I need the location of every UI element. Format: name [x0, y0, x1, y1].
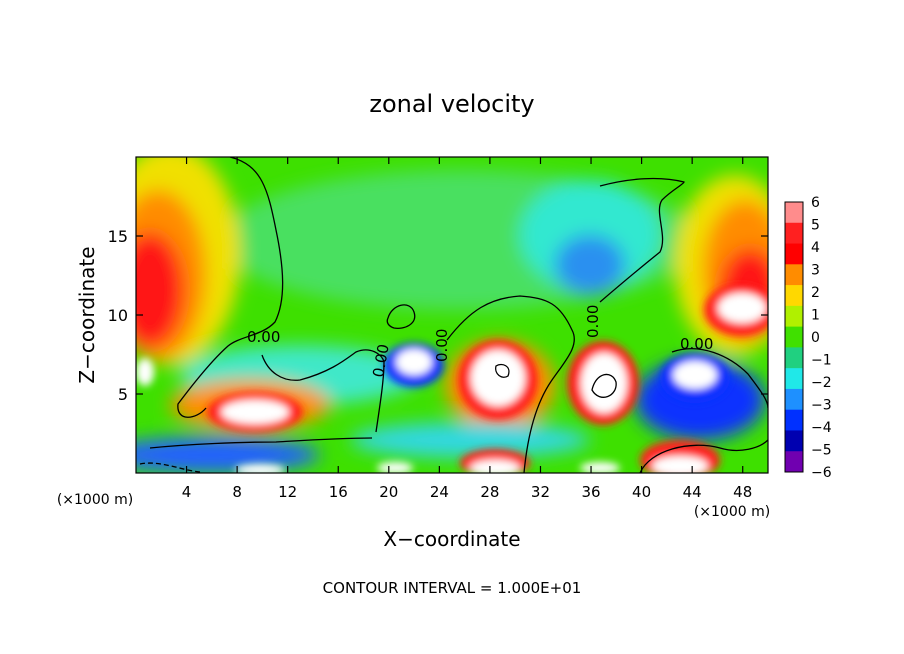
contour-zero-ridge [446, 295, 575, 473]
colorbar-swatch [785, 243, 803, 265]
colorbar-tick-label: 2 [811, 285, 820, 301]
contour-zero-middle [261, 349, 385, 433]
colorbar-tick-label: −5 [811, 443, 832, 459]
contour-closed-c [591, 373, 617, 398]
field-cores [136, 284, 768, 473]
y-tick-label: 15 [108, 227, 128, 246]
colorbar-swatch [785, 430, 803, 452]
contour-labels: 0.00 0.00 0.00 0.00 0.00 [247, 305, 713, 379]
colorbar-swatch [785, 409, 803, 431]
colorbar-swatch [785, 222, 803, 245]
contour-label: 0.00 [247, 328, 280, 346]
colorbar-tick-label: 1 [811, 308, 820, 324]
x-tick-label: 48 [733, 483, 752, 501]
x-tick-label: 36 [581, 483, 600, 501]
contour-lines [139, 157, 768, 473]
x-unit-right: (×1000 m) [694, 504, 770, 520]
x-tick-label: 32 [531, 483, 550, 501]
contour-label: 0.00 [584, 305, 602, 338]
core-white-c [581, 353, 627, 413]
contour-closed-small [386, 304, 416, 330]
y-tick-label: 5 [118, 385, 128, 404]
colorbar-frame [784, 201, 804, 473]
x-tick-label: 16 [329, 483, 348, 501]
colorbar-swatch [785, 305, 803, 328]
contour-closed-b [495, 363, 510, 378]
core-white-k [580, 462, 620, 473]
contour-label: 0.00 [680, 335, 713, 353]
contour-zero-upper [177, 157, 284, 418]
contour-label: 0.00 [433, 329, 451, 362]
core-white-b [471, 350, 525, 406]
y-axis-title: Z−coordinate [75, 246, 99, 383]
field-blobs [136, 157, 768, 473]
core-white-e [396, 349, 432, 375]
core-white-j [235, 464, 285, 473]
x-unit-left: (×1000 m) [57, 492, 133, 508]
x-tick-label: 28 [480, 483, 499, 501]
heatmap-field [136, 157, 768, 473]
x-tick-label: 8 [232, 483, 242, 501]
colorbar-tick-label: −3 [811, 398, 832, 414]
colorbar-tick-label: −2 [811, 375, 832, 391]
colorbar-swatch [785, 368, 803, 390]
colorbar-swatch [785, 388, 803, 411]
core-white-i [377, 462, 413, 473]
core-white-f [673, 361, 717, 389]
blob-upper-blue [555, 235, 625, 295]
blob-left-red [136, 232, 184, 348]
colorbar-swatch [785, 347, 803, 369]
x-tick-label: 20 [379, 483, 398, 501]
contour-interval-note: CONTOUR INTERVAL = 1.000E+01 [323, 579, 582, 597]
core-white-h [470, 460, 520, 473]
chart-title: zonal velocity [369, 90, 534, 118]
x-tick-label: 40 [632, 483, 651, 501]
colorbar-swatch [785, 264, 803, 286]
blob-bottom-blue [136, 437, 320, 473]
colorbar-tick-label: 4 [811, 240, 820, 256]
contour-bottom-right [639, 439, 768, 473]
colorbar: 6 5 4 3 2 1 0 −1 −2 −3 −4 −5 −6 [784, 195, 832, 481]
core-white-d [718, 293, 766, 323]
colorbar-tick-label: 0 [811, 330, 820, 346]
x-tick-label: 12 [278, 483, 297, 501]
x-tick-label: 4 [182, 483, 192, 501]
colorbar-tick-label: 5 [811, 218, 820, 234]
colorbar-tick-label: −4 [811, 420, 832, 436]
colorbar-tick-label: 3 [811, 263, 820, 279]
blob-bottom-cyan [350, 422, 590, 458]
colorbar-tick-label: 6 [811, 195, 820, 211]
contour-zero-dome [599, 177, 685, 303]
x-tick-label: 24 [430, 483, 449, 501]
colorbar-swatch [785, 451, 803, 473]
colorbar-swatch [785, 285, 803, 307]
colorbar-swatch [785, 202, 803, 224]
x-axis-title: X−coordinate [383, 527, 520, 551]
colorbar-swatch [785, 326, 803, 348]
contour-label: 0.00 [369, 343, 393, 379]
core-white-l [136, 358, 154, 386]
y-axis: 5 10 15 [108, 227, 768, 404]
x-tick-label: 44 [683, 483, 702, 501]
colorbar-tick-label: −6 [811, 465, 832, 481]
core-white-a [221, 400, 289, 424]
y-tick-label: 10 [108, 306, 128, 325]
core-white-g [652, 456, 708, 473]
x-axis: 4 8 12 16 20 24 28 32 36 40 44 48 [182, 157, 752, 501]
contour-lower-band [149, 437, 373, 449]
colorbar-tick-label: −1 [811, 353, 832, 369]
contour-zero-right [671, 348, 768, 409]
